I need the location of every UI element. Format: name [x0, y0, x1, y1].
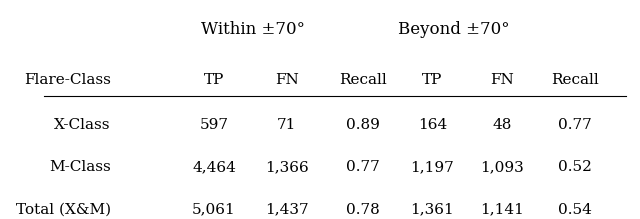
Text: Within ±70°: Within ±70°: [202, 21, 305, 37]
Text: Beyond ±70°: Beyond ±70°: [398, 21, 509, 37]
Text: Total (X&M): Total (X&M): [16, 203, 111, 217]
Text: 0.77: 0.77: [558, 118, 592, 132]
Text: M-Class: M-Class: [49, 160, 111, 174]
Text: 1,141: 1,141: [480, 203, 524, 217]
Text: 0.78: 0.78: [346, 203, 380, 217]
Text: 164: 164: [418, 118, 447, 132]
Text: 1,437: 1,437: [265, 203, 308, 217]
Text: X-Class: X-Class: [54, 118, 111, 132]
Text: 0.52: 0.52: [558, 160, 592, 174]
Text: Recall: Recall: [339, 73, 387, 87]
Text: 5,061: 5,061: [192, 203, 236, 217]
Text: 0.54: 0.54: [558, 203, 592, 217]
Text: 0.77: 0.77: [346, 160, 380, 174]
Text: 0.89: 0.89: [346, 118, 380, 132]
Text: 71: 71: [277, 118, 296, 132]
Text: 4,464: 4,464: [192, 160, 236, 174]
Text: Flare-Class: Flare-Class: [24, 73, 111, 87]
Text: FN: FN: [275, 73, 299, 87]
Text: TP: TP: [204, 73, 224, 87]
Text: 1,093: 1,093: [480, 160, 524, 174]
Text: 1,361: 1,361: [410, 203, 454, 217]
Text: Recall: Recall: [551, 73, 599, 87]
Text: 1,197: 1,197: [410, 160, 454, 174]
Text: 597: 597: [200, 118, 228, 132]
Text: TP: TP: [422, 73, 443, 87]
Text: 1,366: 1,366: [265, 160, 308, 174]
Text: FN: FN: [490, 73, 514, 87]
Text: 48: 48: [492, 118, 512, 132]
